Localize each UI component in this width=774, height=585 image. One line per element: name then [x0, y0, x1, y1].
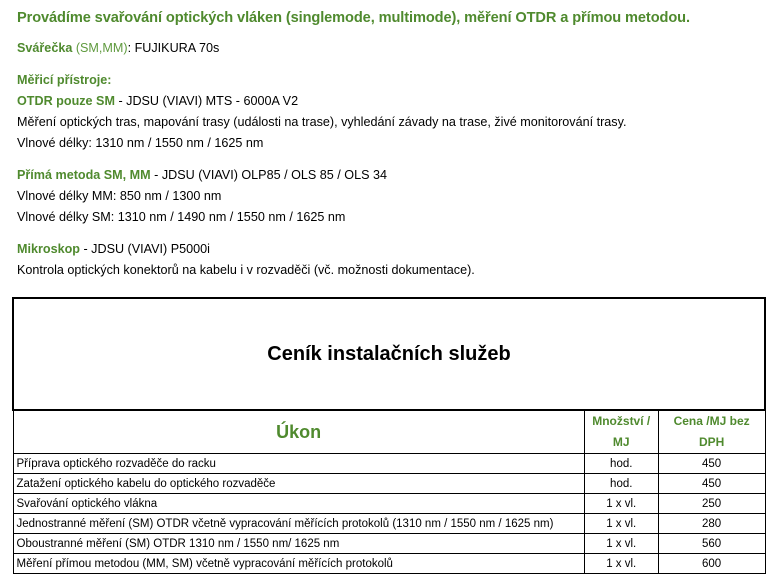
text-segment: Kontrola optických konektorů na kabelu i… [17, 263, 475, 277]
text-line: Přímá metoda SM, MM - JDSU (VIAVI) OLP85… [17, 165, 626, 186]
text-segment: - JDSU (VIAVI) MTS - 6000A V2 [114, 94, 299, 108]
text-segment: Měřicí přístroje: [17, 73, 112, 87]
table-cell: 600 [657, 553, 766, 574]
table-cell: 560 [657, 533, 766, 554]
text-line: Mikroskop - JDSU (VIAVI) P5000i [17, 239, 626, 260]
text-line: Měřicí přístroje: [17, 70, 626, 91]
table-cell: 1 x vl. [583, 513, 659, 534]
column-header: Množství / MJ [583, 409, 659, 454]
title-row: Ceník instalačních služeb [12, 297, 766, 411]
text-segment: Vlnové délky: 1310 nm / 1550 nm / 1625 n… [17, 136, 264, 150]
table-row: Oboustranné měření (SM) OTDR 1310 nm / 1… [12, 533, 766, 554]
table-title: Ceník instalačních služeb [12, 297, 766, 411]
text-segment: - JDSU (VIAVI) P5000i [79, 242, 210, 256]
table-cell: 450 [657, 453, 766, 474]
text-line: Svářečka (SM,MM): FUJIKURA 70s [17, 38, 626, 59]
text-line: Měření optických tras, mapování trasy (u… [17, 112, 626, 133]
section: Přímá metoda SM, MM - JDSU (VIAVI) OLP85… [17, 165, 626, 228]
text-segment: Měření optických tras, mapování trasy (u… [17, 115, 627, 129]
section: Měřicí přístroje: OTDR pouze SM - JDSU (V… [17, 70, 626, 154]
section: Svářečka (SM,MM): FUJIKURA 70s [17, 38, 626, 59]
table-cell: 1 x vl. [583, 553, 659, 574]
text-segment: Přímá metoda SM, MM [17, 168, 151, 182]
text-segment: Svářečka [17, 41, 73, 55]
table-row: Příprava optického rozvaděče do racku hod… [12, 453, 766, 474]
price-table: Ceník instalačních služeb Úkon Množství / … [12, 297, 766, 574]
table-row: Zatažení optického kabelu do optického r… [12, 473, 766, 494]
text-segment: Mikroskop [17, 242, 80, 256]
table-row: Měření přímou metodou (MM, SM) včetně vy… [12, 553, 766, 574]
sections: Svářečka (SM,MM): FUJIKURA 70s Měřicí pří… [17, 38, 626, 292]
column-header: Cena /MJ bez DPH [657, 409, 766, 454]
text-line: OTDR pouze SM - JDSU (VIAVI) MTS - 6000A… [17, 91, 626, 112]
table-cell: Svařování optického vlákna [12, 493, 585, 514]
text-segment: (SM,MM) [72, 41, 128, 55]
table-cell: 1 x vl. [583, 493, 659, 514]
text-segment: OTDR pouze SM [17, 94, 115, 108]
section: Mikroskop - JDSU (VIAVI) P5000i Kontrola … [17, 239, 626, 281]
table-cell: Zatažení optického kabelu do optického r… [12, 473, 585, 494]
table-cell: Jednostranné měření (SM) OTDR včetně vyp… [12, 513, 585, 534]
text-segment: Vlnové délky SM: 1310 nm / 1490 nm / 155… [17, 210, 346, 224]
table-cell: 450 [657, 473, 766, 494]
text-segment: Vlnové délky MM: 850 nm / 1300 nm [17, 189, 222, 203]
table-cell: Měření přímou metodou (MM, SM) včetně vy… [12, 553, 585, 574]
text-line: Vlnové délky MM: 850 nm / 1300 nm [17, 186, 626, 207]
heading: Provádíme svařování optických vláken (si… [17, 10, 690, 26]
table-cell: hod. [583, 453, 659, 474]
table-cell: 250 [657, 493, 766, 514]
text-line: Kontrola optických konektorů na kabelu i… [17, 260, 626, 281]
table-cell: 280 [657, 513, 766, 534]
table-row: Svařování optického vlákna 1 x vl. 250 [12, 493, 766, 514]
text-segment: - JDSU (VIAVI) OLP85 / OLS 85 / OLS 34 [150, 168, 387, 182]
text-segment: : FUJIKURA 70s [127, 41, 220, 55]
table-cell: Příprava optického rozvaděče do racku [12, 453, 585, 474]
table-row: Jednostranné měření (SM) OTDR včetně vyp… [12, 513, 766, 534]
table-cell: 1 x vl. [583, 533, 659, 554]
text-line: Vlnové délky SM: 1310 nm / 1490 nm / 155… [17, 207, 626, 228]
column-header: Úkon [12, 409, 585, 454]
text-line: Vlnové délky: 1310 nm / 1550 nm / 1625 n… [17, 133, 626, 154]
header-row: Úkon Množství / MJ Cena /MJ bez DPH [12, 409, 766, 454]
table-cell: hod. [583, 473, 659, 494]
table-cell: Oboustranné měření (SM) OTDR 1310 nm / 1… [12, 533, 585, 554]
